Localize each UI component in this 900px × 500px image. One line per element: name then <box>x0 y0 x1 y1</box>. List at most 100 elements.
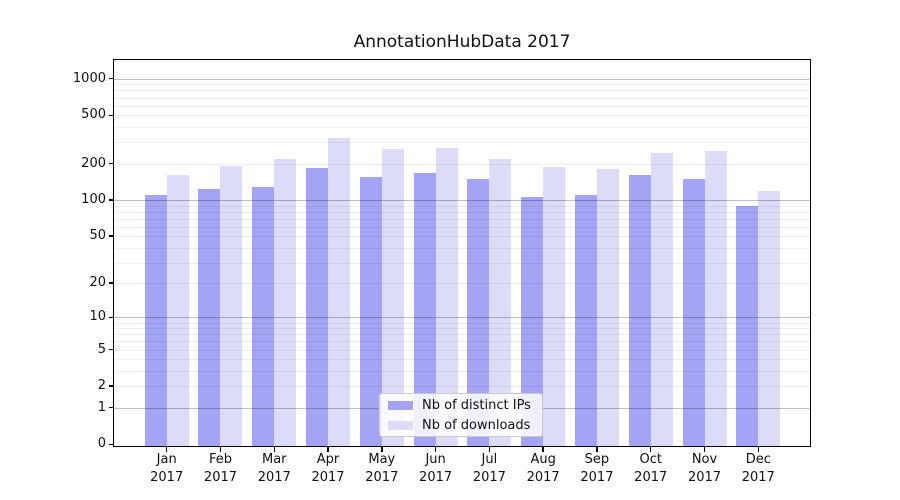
y-tick-mark <box>109 348 114 351</box>
x-tick-mark <box>703 447 706 452</box>
x-tick-label-jan: Jan 2017 <box>135 451 199 486</box>
bar-ips-may <box>359 176 382 446</box>
y-tick-label: 20 <box>89 275 106 291</box>
x-tick-month: Mar <box>261 452 287 467</box>
x-tick-label-apr: Apr 2017 <box>296 451 360 486</box>
y-tick-label: 200 <box>81 155 106 171</box>
bar-downloads-mar <box>274 158 297 446</box>
x-tick-label-jun: Jun 2017 <box>404 451 468 486</box>
y-tick-label: 50 <box>89 228 106 244</box>
x-tick-mark <box>757 447 760 452</box>
y-tick-mark <box>109 77 114 80</box>
bar-ips-mar <box>252 187 275 446</box>
y-tick-label: 0 <box>97 436 106 452</box>
x-tick-year: 2017 <box>150 469 184 485</box>
x-tick-month: Dec <box>745 452 771 467</box>
y-tick-mark <box>109 385 114 387</box>
bar-ips-sep <box>574 195 597 446</box>
bar-ips-aug <box>521 196 544 446</box>
bar-downloads-apr <box>328 137 351 446</box>
bar-downloads-feb <box>220 165 243 446</box>
legend-item-downloads: Nb of downloads <box>388 417 534 434</box>
bar-ips-jan <box>144 195 167 446</box>
bar-downloads-may <box>381 149 404 446</box>
bar-downloads-jan <box>166 175 189 446</box>
x-tick-month: Oct <box>639 452 662 467</box>
y-tick-label: 1000 <box>72 70 106 86</box>
x-tick-mark <box>219 447 222 452</box>
x-tick-mark <box>542 447 544 452</box>
legend-label: Nb of downloads <box>422 417 531 433</box>
bar-downloads-oct <box>650 152 673 446</box>
x-tick-month: May <box>368 452 396 467</box>
y-tick-mark <box>109 162 114 165</box>
bar-downloads-nov <box>704 151 727 446</box>
bar-ips-nov <box>682 179 705 446</box>
legend-item-ips: Nb of distinct IPs <box>388 397 534 414</box>
y-tick-label: 500 <box>81 107 106 123</box>
x-tick-year: 2017 <box>687 469 722 485</box>
bar-ips-jul <box>467 179 490 446</box>
x-tick-year: 2017 <box>365 469 399 485</box>
bar-ips-dec <box>736 206 759 446</box>
x-tick-label-sep: Sep 2017 <box>565 451 629 486</box>
bar-downloads-sep <box>596 168 619 446</box>
x-tick-year: 2017 <box>526 469 560 485</box>
bar-ips-oct <box>628 174 651 446</box>
x-tick-label-aug: Aug 2017 <box>511 451 575 486</box>
bar-ips-apr <box>306 167 329 446</box>
legend: Nb of distinct IPs Nb of downloads <box>379 393 543 437</box>
x-tick-month: Feb <box>208 452 232 467</box>
y-tick-mark <box>109 316 114 319</box>
bar-downloads-dec <box>758 191 781 446</box>
y-tick-label: 2 <box>97 378 106 394</box>
y-tick-label: 10 <box>89 309 106 325</box>
x-tick-year: 2017 <box>419 469 453 485</box>
x-tick-year: 2017 <box>580 469 614 485</box>
legend-swatch-ips <box>388 400 413 410</box>
x-tick-mark <box>649 447 652 452</box>
x-tick-month: Nov <box>691 452 718 467</box>
y-tick-mark <box>109 235 114 237</box>
x-tick-label-may: May 2017 <box>350 451 414 486</box>
x-tick-month: Aug <box>530 452 556 467</box>
y-tick-label: 5 <box>97 341 106 357</box>
x-tick-year: 2017 <box>257 469 291 485</box>
legend-swatch-downloads <box>388 420 413 430</box>
x-tick-mark <box>596 447 598 452</box>
bar-downloads-jul <box>489 158 512 446</box>
chart-title: AnnotationHubData 2017 <box>353 32 571 52</box>
x-tick-year: 2017 <box>634 469 668 485</box>
x-tick-month: Jan <box>156 452 177 467</box>
bar-downloads-jun <box>435 147 458 446</box>
y-tick-mark <box>109 443 114 446</box>
x-tick-mark <box>165 447 168 452</box>
x-tick-mark <box>488 447 491 452</box>
x-tick-label-nov: Nov 2017 <box>673 451 737 486</box>
x-tick-label-feb: Feb 2017 <box>188 451 252 486</box>
y-tick-label: 1 <box>97 399 106 415</box>
y-tick-label: 100 <box>81 192 106 208</box>
x-tick-month: Jun <box>425 452 446 467</box>
x-tick-label-dec: Dec 2017 <box>726 451 790 486</box>
x-tick-label-oct: Oct 2017 <box>619 451 683 486</box>
x-tick-month: Sep <box>584 452 610 467</box>
x-tick-year: 2017 <box>203 469 238 485</box>
bar-downloads-aug <box>543 166 566 446</box>
x-tick-label-mar: Mar 2017 <box>242 451 306 486</box>
y-tick-mark <box>109 282 114 284</box>
x-tick-year: 2017 <box>311 469 345 485</box>
x-tick-year: 2017 <box>472 469 506 485</box>
y-tick-mark <box>109 199 114 201</box>
x-tick-mark <box>381 447 383 452</box>
x-tick-mark <box>273 447 275 452</box>
y-tick-mark <box>109 406 114 409</box>
bar-ips-jun <box>413 173 436 446</box>
bar-ips-feb <box>198 188 221 446</box>
legend-label: Nb of distinct IPs <box>422 397 531 413</box>
x-tick-mark <box>327 447 329 452</box>
y-tick-mark <box>109 114 114 117</box>
x-tick-year: 2017 <box>741 469 775 485</box>
x-tick-month: Jul <box>481 452 498 467</box>
